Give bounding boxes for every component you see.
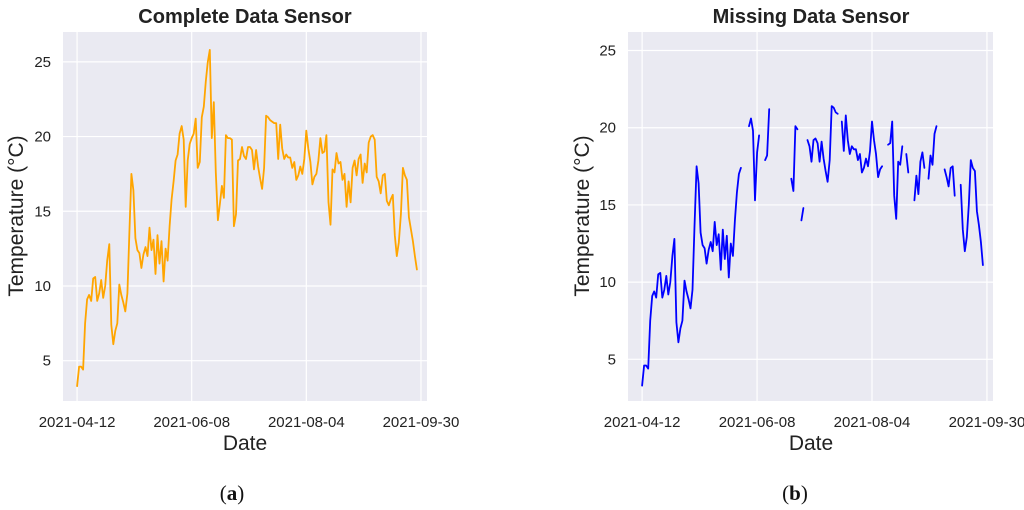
y-tick-label-missing: 15 [599,197,616,214]
x-tick-label-complete: 2021-09-30 [383,414,460,431]
caption-letter-a: a [227,481,238,505]
y-tick-label-complete: 25 [34,54,51,71]
series-line-missing [959,159,984,267]
series-line-complete [76,49,418,388]
series-line-missing [806,105,839,183]
series-line-missing [840,114,883,179]
x-tick-label-complete: 2021-04-12 [39,414,116,431]
panel-caption-a: (a) [220,481,245,505]
series-line-missing [790,125,799,192]
y-tick-label-missing: 10 [599,274,616,291]
series-line-missing [887,120,904,220]
x-tick-label-complete: 2021-06-08 [153,414,230,431]
x-axis-label-missing: Date [789,432,833,455]
grid-missing [628,32,993,401]
tick-labels-missing: 5 10 15 20 25 2021-04-12 2021-06-08 2021-08-04 2… [599,43,1024,431]
y-tick-label-complete: 15 [34,203,51,220]
series-line-missing [905,153,910,174]
x-tick-label-missing: 2021-09-30 [949,414,1024,431]
plot-area-missing [628,32,993,401]
x-tick-label-complete: 2021-08-04 [268,414,345,431]
series-line-missing [800,207,805,222]
y-tick-label-complete: 20 [34,129,51,146]
series-line-missing [641,165,742,387]
y-axis-label-complete: Temperature (°C) [5,135,28,296]
x-tick-label-missing: 2021-04-12 [604,414,681,431]
x-axis-label-complete: Date [223,432,267,455]
series-line-missing [913,151,926,202]
series-line-missing [943,165,956,197]
series-complete [76,49,418,388]
series-missing [641,105,984,387]
plot-area-complete [63,32,427,401]
chart-panel-complete: 5 10 15 20 25 2021-04-12 2021-06-08 2021-08-04 2… [5,6,459,505]
x-tick-label-missing: 2021-06-08 [719,414,796,431]
tick-labels-complete: 5 10 15 20 25 2021-04-12 2021-06-08 2021-08-04 2… [34,54,459,431]
y-tick-label-missing: 5 [608,351,616,368]
x-tick-label-missing: 2021-08-04 [834,414,911,431]
chart-panel-missing: 5 10 15 20 25 2021-04-12 2021-06-08 2021-08-04 2… [571,6,1024,505]
chart-title-complete: Complete Data Sensor [138,6,352,28]
series-line-missing [764,108,771,162]
series-line-missing [927,125,938,180]
series-line-missing [748,117,760,202]
y-axis-label-missing: Temperature (°C) [571,135,594,296]
y-tick-label-complete: 5 [43,353,51,370]
caption-letter-b: b [789,481,801,505]
grid-complete [63,32,427,401]
panel-caption-b: (b) [782,481,808,505]
y-tick-label-complete: 10 [34,278,51,295]
y-tick-label-missing: 25 [599,43,616,60]
y-tick-label-missing: 20 [599,120,616,137]
chart-title-missing: Missing Data Sensor [713,6,910,28]
